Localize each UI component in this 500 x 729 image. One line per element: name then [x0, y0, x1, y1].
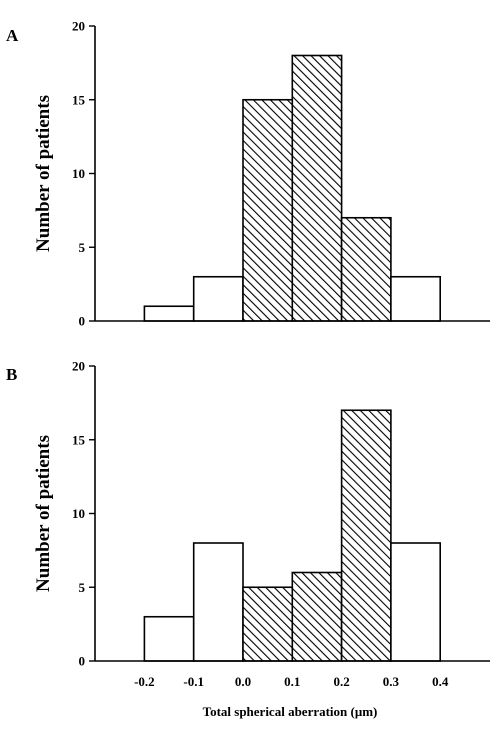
histogram-bar — [340, 409, 392, 662]
y-tick-label: 20 — [72, 359, 85, 374]
x-tick-label: 0.0 — [235, 674, 251, 689]
x-tick-label: 0.1 — [284, 674, 300, 689]
x-tick-label: 0.3 — [383, 674, 400, 689]
y-tick-label: 5 — [79, 240, 86, 255]
histogram-bar — [390, 275, 441, 322]
histogram-bar — [242, 98, 294, 322]
histogram-bar — [143, 305, 195, 322]
histogram-panel-a: A 0 5 10 15 20 Number of patients — [6, 19, 490, 329]
x-tick-label: 0.4 — [432, 674, 449, 689]
y-tick-label: 10 — [72, 166, 85, 181]
histogram-bar — [192, 275, 244, 322]
panel-label: A — [6, 26, 19, 45]
x-tick-label: -0.1 — [183, 674, 204, 689]
y-tick-label: 0 — [79, 314, 86, 329]
x-axis-title: Total spherical aberration (μm) — [203, 704, 378, 719]
y-tick-label: 0 — [79, 654, 86, 669]
y-tick-label: 15 — [72, 432, 86, 447]
histogram-bar — [192, 542, 244, 662]
y-tick-label: 20 — [72, 19, 85, 34]
x-tick-label: 0.2 — [333, 674, 349, 689]
panel-label: B — [6, 365, 17, 384]
histogram-bar — [143, 615, 195, 662]
histogram-bar — [242, 586, 294, 662]
y-axis-title: Number of patients — [33, 435, 54, 592]
histogram-bar — [390, 542, 441, 662]
histogram-bar — [340, 216, 392, 322]
histogram-bar — [291, 54, 343, 322]
histogram-panel-b: B 0 5 10 15 20 Number of patients -0.2 -0.1 0.0 0.… — [6, 359, 490, 719]
y-axis-title: Number of patients — [33, 95, 54, 252]
y-tick-label: 5 — [79, 580, 86, 595]
y-tick-label: 15 — [72, 92, 86, 107]
y-tick-label: 10 — [72, 506, 85, 521]
x-tick-label: -0.2 — [134, 674, 155, 689]
histogram-bar — [291, 571, 343, 662]
